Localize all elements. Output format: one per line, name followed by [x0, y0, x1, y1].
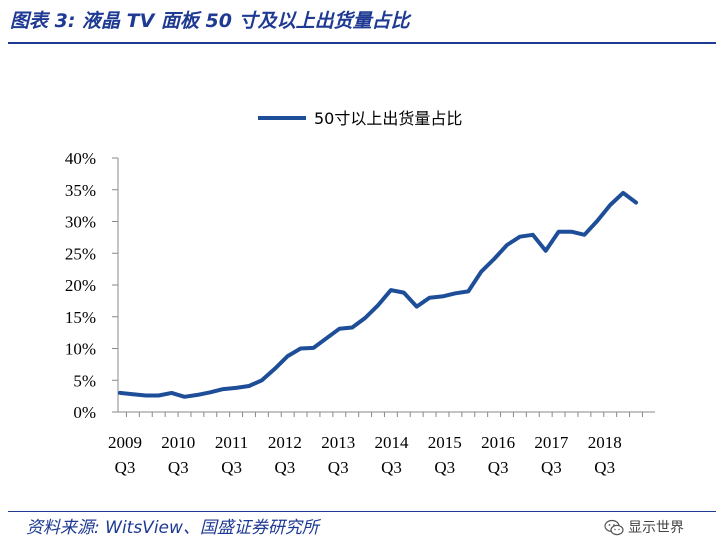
y-tick-label: 35% [65, 181, 96, 200]
x-tick-quarter: Q3 [115, 458, 136, 477]
x-tick-year: 2017 [534, 433, 569, 452]
x-tick-label: 2017 Q3 [534, 433, 569, 477]
x-tick-quarter: Q3 [328, 458, 349, 477]
data-point [634, 200, 638, 204]
data-point [466, 289, 470, 293]
data-point [144, 393, 148, 397]
data-point [608, 203, 612, 207]
x-tick-quarter: Q3 [488, 458, 509, 477]
data-point [157, 393, 161, 397]
y-tick-label: 30% [65, 213, 96, 232]
data-point [402, 291, 406, 295]
data-point [582, 233, 586, 237]
data-point [221, 387, 225, 391]
axes [112, 157, 655, 417]
data-point [415, 305, 419, 309]
data-point [273, 367, 277, 371]
x-tick-quarter: Q3 [381, 458, 402, 477]
x-tick-quarter: Q3 [594, 458, 615, 477]
watermark-text: 显示世界 [628, 520, 684, 536]
x-tick-year: 2018 [588, 433, 622, 452]
data-point [118, 391, 122, 395]
watermark: 显示世界 [604, 514, 684, 542]
data-point [299, 347, 303, 350]
data-point [363, 316, 367, 320]
data-point [389, 288, 393, 292]
y-tick-label: 0% [73, 403, 96, 422]
data-point [183, 395, 186, 399]
y-tick-label: 5% [73, 371, 96, 390]
data-point [428, 296, 432, 300]
data-point [195, 393, 199, 397]
line-chart: 50寸以上出货量占比 0% 5% 10% 15% 20% 25% 30% 35% 40% 200… [65, 109, 655, 477]
figure-title: 图表 3: 液晶 TV 面板 50 寸及以上出货量占比 [10, 10, 410, 32]
series-group [118, 190, 638, 399]
data-point [453, 291, 457, 295]
data-point [286, 354, 290, 358]
x-tick-label: 2010 Q3 [161, 433, 195, 477]
data-point [505, 243, 509, 247]
data-point [170, 391, 174, 395]
data-point [376, 303, 380, 307]
data-point [260, 378, 264, 382]
x-tick-label: 2015 Q3 [428, 433, 462, 477]
y-tick-label: 10% [65, 340, 96, 359]
y-tick-labels: 0% 5% 10% 15% 20% 25% 30% 35% 40% [65, 149, 96, 422]
x-tick-label: 2016 Q3 [481, 433, 515, 477]
y-tick-label: 15% [65, 308, 96, 327]
data-point [621, 191, 625, 195]
footer-rule [8, 511, 716, 512]
x-tick-quarter: Q3 [221, 458, 242, 477]
x-tick-label: 2018 Q3 [588, 433, 622, 477]
wechat-icon [604, 519, 624, 536]
data-point [595, 219, 599, 223]
x-tick-label: 2011 Q3 [215, 433, 248, 477]
x-tick-quarter: Q3 [168, 458, 189, 477]
y-tick-label: 25% [65, 244, 96, 263]
x-tick-year: 2016 [481, 433, 515, 452]
data-point [337, 327, 341, 331]
data-point [570, 230, 573, 234]
y-tick-label: 40% [65, 149, 96, 168]
legend-label: 50寸以上出货量占比 [314, 109, 462, 128]
x-tick-year: 2009 [108, 433, 142, 452]
x-tick-label: 2009 Q3 [108, 433, 142, 477]
x-tick-year: 2012 [268, 433, 302, 452]
source-note: 资料来源: WitsView、国盛证券研究所 [26, 518, 319, 538]
y-tick-label: 20% [65, 276, 96, 295]
x-tick-year: 2014 [375, 433, 410, 452]
x-tick-year: 2015 [428, 433, 462, 452]
data-point [557, 230, 561, 234]
x-tick-labels: 2009Q32010Q32011Q32012Q32013Q32014Q32015… [108, 433, 622, 477]
data-point [324, 336, 328, 340]
data-point [531, 233, 535, 237]
x-tick-year: 2011 [215, 433, 248, 452]
x-tick-year: 2010 [161, 433, 195, 452]
x-tick-label: 2012 Q3 [268, 433, 302, 477]
data-point [350, 326, 354, 330]
x-tick-label: 2013 Q3 [321, 433, 355, 477]
data-point [492, 257, 496, 261]
x-tick-quarter: Q3 [541, 458, 562, 477]
data-point [441, 294, 444, 298]
data-point [208, 390, 212, 394]
data-point [312, 346, 315, 350]
legend: 50寸以上出货量占比 [258, 109, 462, 128]
x-tick-quarter: Q3 [434, 458, 455, 477]
x-tick-quarter: Q3 [275, 458, 296, 477]
x-tick-label: 2014 Q3 [375, 433, 410, 477]
x-tick-year: 2013 [321, 433, 355, 452]
title-rule [8, 42, 716, 44]
data-point [544, 249, 548, 253]
data-point [518, 235, 522, 239]
data-point [234, 386, 238, 390]
data-point [131, 392, 135, 396]
data-point [247, 384, 251, 388]
data-point [479, 270, 483, 274]
series-line [118, 190, 638, 399]
